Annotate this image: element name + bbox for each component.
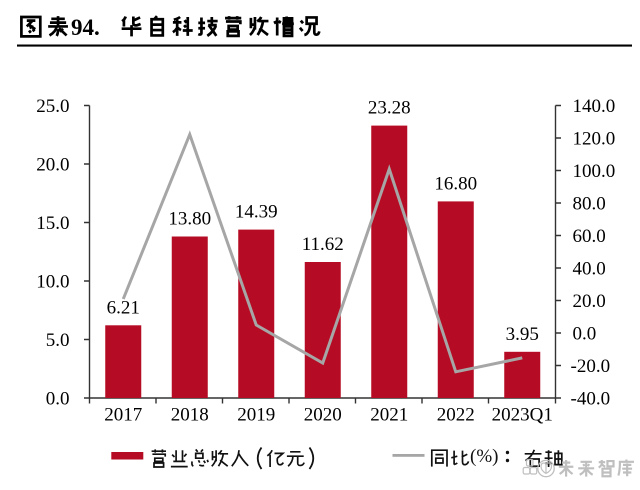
svg-text:23.28: 23.28 <box>368 98 411 119</box>
svg-text:10.0: 10.0 <box>36 272 69 293</box>
svg-text:94.: 94. <box>71 15 100 40</box>
svg-text:2020: 2020 <box>304 405 342 426</box>
svg-text:80.0: 80.0 <box>573 194 606 215</box>
svg-text:2018: 2018 <box>171 405 209 426</box>
svg-text:100.0: 100.0 <box>573 161 616 182</box>
svg-text:-40.0: -40.0 <box>571 389 611 410</box>
svg-text:20.0: 20.0 <box>36 155 69 176</box>
svg-text:(%): (%) <box>470 446 498 467</box>
svg-text:14.39: 14.39 <box>235 202 278 223</box>
svg-text:60.0: 60.0 <box>573 226 606 247</box>
svg-text:-20.0: -20.0 <box>571 356 611 377</box>
svg-text:11.62: 11.62 <box>302 234 344 255</box>
svg-text:0.0: 0.0 <box>573 324 597 345</box>
svg-text:0.0: 0.0 <box>46 389 70 410</box>
svg-text:15.0: 15.0 <box>36 213 69 234</box>
svg-text:25.0: 25.0 <box>36 96 69 117</box>
svg-text:2023Q1: 2023Q1 <box>492 405 553 426</box>
svg-text:3.95: 3.95 <box>506 324 539 345</box>
svg-text:140.0: 140.0 <box>573 96 616 117</box>
svg-text:5.0: 5.0 <box>46 330 70 351</box>
svg-text:13.80: 13.80 <box>168 209 211 230</box>
svg-text:6.21: 6.21 <box>107 297 140 318</box>
svg-text:2019: 2019 <box>237 405 275 426</box>
svg-text:20.0: 20.0 <box>573 291 606 312</box>
svg-text:120.0: 120.0 <box>573 129 616 150</box>
svg-text:2017: 2017 <box>104 405 142 426</box>
svg-text:40.0: 40.0 <box>573 259 606 280</box>
svg-text:16.80: 16.80 <box>434 173 477 194</box>
svg-text:2021: 2021 <box>370 405 408 426</box>
svg-text:2022: 2022 <box>437 405 475 426</box>
